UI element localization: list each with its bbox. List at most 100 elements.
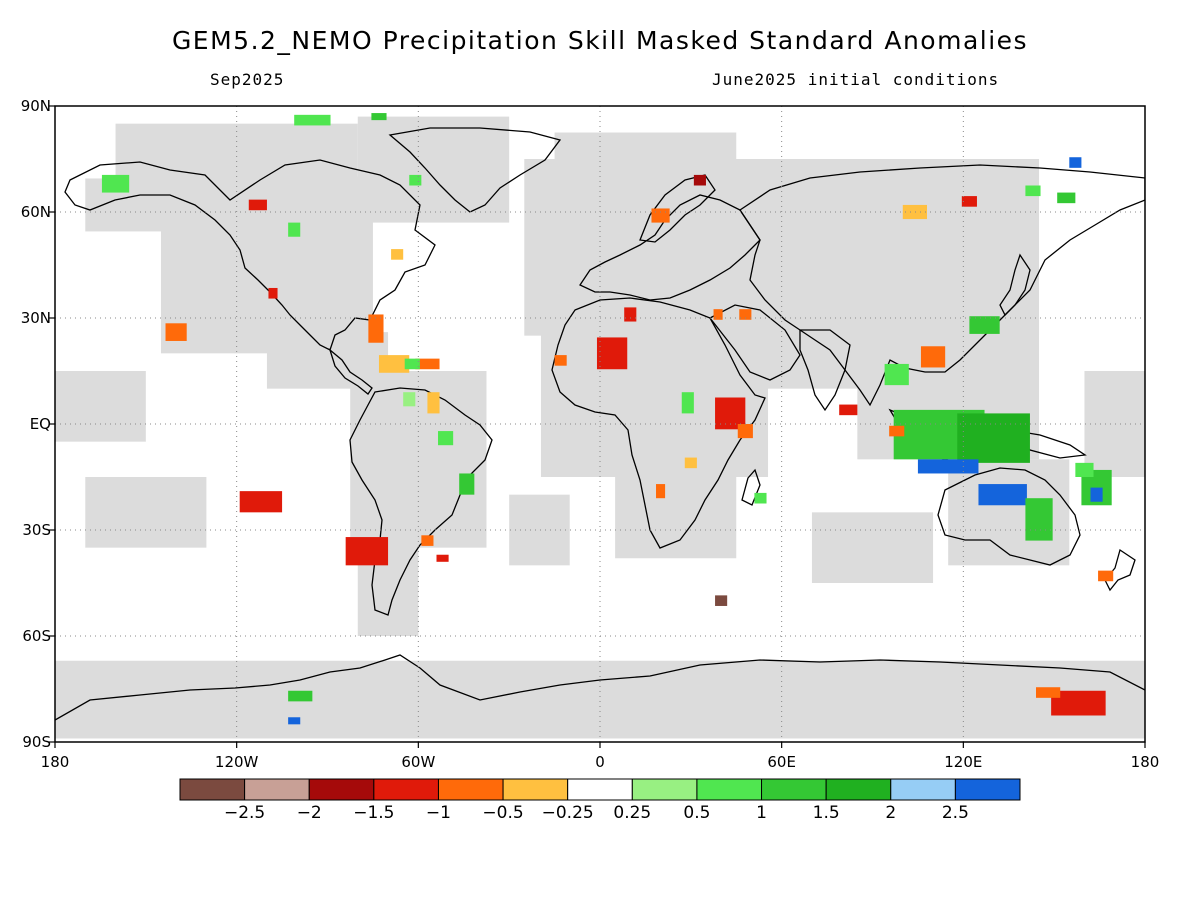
mask-region-13 [554, 132, 737, 186]
lat-tick-label: 60N [21, 203, 51, 221]
anomaly-layer [101, 113, 1114, 725]
mask-region-15 [85, 477, 207, 548]
mask-region-18 [509, 494, 570, 566]
anomaly-cell-12 [436, 554, 449, 562]
anomaly-cell-18 [391, 249, 404, 260]
colorbar-label: −2 [297, 803, 322, 823]
anomaly-cell-1 [239, 491, 283, 513]
colorbar-swatch-7 [631, 778, 698, 801]
coast-antarctica [55, 654, 1145, 721]
anomaly-cell-25 [737, 424, 753, 439]
coast-japan [999, 253, 1031, 317]
colorbar-swatch-4 [437, 778, 504, 801]
anomaly-cell-10 [459, 473, 475, 495]
mask-region-17 [1084, 371, 1145, 477]
coastlines [55, 127, 1145, 721]
anomaly-cell-2 [345, 537, 389, 566]
coast-asia [739, 164, 1145, 407]
lon-tick-label: 180 [1131, 753, 1160, 771]
anomaly-cell-47 [1025, 498, 1053, 541]
anomaly-cell-55 [288, 690, 313, 702]
colorbar-label: 2.5 [942, 803, 969, 823]
anomaly-cell-50 [1075, 462, 1094, 477]
coast-arabia [709, 304, 801, 381]
anomaly-cell-57 [715, 595, 728, 606]
anomaly-cell-21 [596, 337, 628, 370]
anomaly-cell-41 [920, 346, 946, 368]
anomaly-cell-56 [288, 717, 301, 725]
anomaly-cell-4 [378, 355, 410, 373]
coast-south-america [349, 387, 493, 616]
coast-central-america [328, 348, 373, 395]
lon-tick-label: 60E [767, 753, 796, 771]
anomaly-cell-28 [656, 484, 666, 499]
anomaly-cell-11 [421, 535, 434, 546]
anomaly-cell-3 [368, 314, 384, 343]
anomaly-cell-45 [917, 459, 979, 474]
anomaly-cell-23 [554, 355, 567, 366]
lon-tick-label: 0 [595, 753, 605, 771]
anomaly-cell-6 [404, 358, 420, 370]
anomaly-cell-33 [713, 309, 723, 320]
lon-tick-label: 180 [41, 753, 70, 771]
anomaly-cell-27 [684, 457, 697, 469]
anomaly-cell-0 [165, 323, 187, 341]
lat-tick-label: 30S [22, 521, 51, 539]
anomaly-cell-46 [978, 484, 1027, 506]
anomaly-cell-54 [1036, 687, 1061, 698]
valid-month-label: Sep2025 [210, 70, 285, 89]
anomaly-cell-26 [681, 392, 694, 414]
mask-region-3 [85, 178, 177, 232]
colorbar-label: −0.25 [542, 803, 594, 823]
coast-india [799, 329, 851, 412]
mask-region-5 [350, 371, 487, 548]
coast-new-zealand [1104, 548, 1136, 592]
anomaly-cell-30 [651, 208, 670, 223]
colorbar-swatch-1 [244, 778, 310, 801]
anomaly-cell-36 [961, 196, 977, 207]
anomaly-cell-53 [1051, 690, 1106, 716]
colorbar-label: −1 [426, 803, 451, 823]
mask-region-8 [615, 416, 737, 559]
coast-scandinavia [639, 174, 716, 243]
anomaly-cell-38 [1057, 192, 1076, 204]
gridlines [55, 106, 1145, 742]
coast-north-america [64, 159, 436, 351]
colorbar-label: −1.5 [353, 803, 394, 823]
anomaly-cell-22 [624, 307, 637, 322]
anomaly-cell-35 [902, 204, 927, 220]
anomaly-cell-16 [248, 199, 267, 211]
coast-greenland [388, 127, 562, 213]
mask-region-16 [55, 371, 146, 442]
map-title: GEM5.2_NEMO Precipitation Skill Masked S… [171, 26, 1029, 55]
anomaly-cell-40 [969, 316, 1000, 334]
mask-region-14 [55, 660, 1145, 739]
anomaly-cell-32 [739, 309, 752, 320]
anomaly-cell-19 [268, 287, 278, 299]
colorbar-label: 1.5 [813, 803, 840, 823]
anomaly-cell-51 [889, 425, 905, 437]
colorbar-swatch-2 [308, 778, 375, 801]
mask-region-1 [357, 116, 510, 223]
colorbar-swatch-9 [761, 778, 827, 801]
lat-tick-label: 90N [21, 97, 51, 115]
colorbar-label: −0.5 [482, 803, 523, 823]
colorbar-swatch-10 [825, 778, 892, 801]
anomaly-cell-29 [754, 492, 767, 504]
colorbar: −2.5 −2 −1.5 −1 −0.5 −0.25 0.25 0.5 1 1.5 2 2.5 [179, 778, 1021, 823]
coast-australia [937, 467, 1081, 566]
lat-tick-label: 90S [22, 733, 51, 751]
colorbar-label: 1 [756, 803, 767, 823]
mask-region-19 [811, 512, 934, 583]
anomaly-cell-34 [839, 404, 858, 416]
anomaly-cell-42 [884, 363, 909, 386]
colorbar-label: −2.5 [224, 803, 265, 823]
anomaly-cell-39 [1069, 157, 1082, 168]
lat-tick-label: 30N [21, 309, 51, 327]
colorbar-label: 0.5 [683, 803, 710, 823]
colorbar-swatch-0 [179, 778, 246, 801]
lon-tick-label: 120W [215, 753, 259, 771]
lon-tick-label: 60W [401, 753, 435, 771]
lat-tick-label: EQ [30, 415, 51, 433]
